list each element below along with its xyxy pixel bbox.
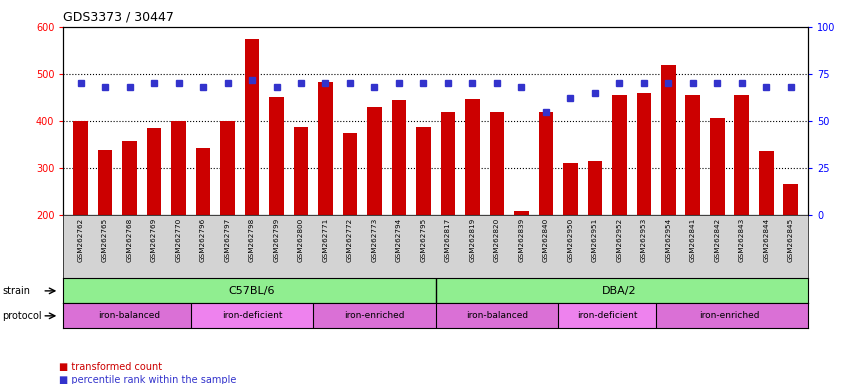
Text: GSM262951: GSM262951 xyxy=(592,218,598,262)
Bar xyxy=(269,98,284,215)
Text: GSM262800: GSM262800 xyxy=(298,218,304,262)
Text: GSM262799: GSM262799 xyxy=(273,218,279,262)
Bar xyxy=(367,107,382,215)
Text: DBA/2: DBA/2 xyxy=(602,286,637,296)
Text: GSM262772: GSM262772 xyxy=(347,218,353,262)
Bar xyxy=(661,65,676,215)
Text: GSM262954: GSM262954 xyxy=(665,218,672,262)
Text: GSM262773: GSM262773 xyxy=(371,218,377,262)
Bar xyxy=(195,148,211,215)
Bar xyxy=(436,303,558,328)
Bar xyxy=(74,121,88,215)
Text: C57BL/6: C57BL/6 xyxy=(228,286,275,296)
Bar xyxy=(685,95,700,215)
Text: GSM262820: GSM262820 xyxy=(494,218,500,262)
Bar xyxy=(244,39,260,215)
Bar xyxy=(220,121,235,215)
Text: iron-balanced: iron-balanced xyxy=(98,311,161,320)
Text: ■ percentile rank within the sample: ■ percentile rank within the sample xyxy=(59,375,237,384)
Bar xyxy=(734,95,750,215)
Bar xyxy=(313,303,436,328)
Bar xyxy=(318,83,332,215)
Text: GSM262950: GSM262950 xyxy=(568,218,574,262)
Bar xyxy=(558,303,656,328)
Text: GSM262770: GSM262770 xyxy=(176,218,182,262)
Bar xyxy=(294,127,308,215)
Text: iron-enriched: iron-enriched xyxy=(344,311,404,320)
Text: GSM262798: GSM262798 xyxy=(249,218,255,262)
Text: GSM262795: GSM262795 xyxy=(420,218,426,262)
Bar xyxy=(783,184,798,215)
Text: GSM262844: GSM262844 xyxy=(763,218,769,262)
Bar xyxy=(587,161,602,215)
Bar xyxy=(465,99,480,215)
Bar xyxy=(122,141,137,215)
Text: GSM262817: GSM262817 xyxy=(445,218,451,262)
Text: iron-deficient: iron-deficient xyxy=(222,311,283,320)
Text: ■ transformed count: ■ transformed count xyxy=(59,362,162,372)
Text: GSM262765: GSM262765 xyxy=(102,218,108,262)
Bar xyxy=(191,303,313,328)
Text: GSM262797: GSM262797 xyxy=(224,218,230,262)
Text: iron-deficient: iron-deficient xyxy=(577,311,637,320)
Text: protocol: protocol xyxy=(3,311,42,321)
Bar xyxy=(612,95,627,215)
Text: GSM262952: GSM262952 xyxy=(617,218,623,262)
Text: GSM262841: GSM262841 xyxy=(689,218,695,262)
Text: GDS3373 / 30447: GDS3373 / 30447 xyxy=(63,11,174,24)
Text: GSM262843: GSM262843 xyxy=(739,218,744,262)
Bar xyxy=(656,303,803,328)
Text: GSM262768: GSM262768 xyxy=(127,218,133,262)
Text: iron-balanced: iron-balanced xyxy=(466,311,528,320)
Bar xyxy=(563,163,578,215)
Bar xyxy=(392,100,406,215)
Text: GSM262771: GSM262771 xyxy=(322,218,328,262)
Text: GSM262769: GSM262769 xyxy=(151,218,157,262)
Bar xyxy=(343,133,357,215)
Text: GSM262953: GSM262953 xyxy=(641,218,647,262)
Bar xyxy=(146,128,162,215)
Text: GSM262796: GSM262796 xyxy=(200,218,206,262)
Bar xyxy=(710,118,725,215)
Text: GSM262840: GSM262840 xyxy=(543,218,549,262)
Bar xyxy=(416,127,431,215)
Text: GSM262839: GSM262839 xyxy=(519,218,525,262)
Bar xyxy=(171,121,186,215)
Bar xyxy=(69,303,191,328)
Bar xyxy=(759,151,773,215)
Text: GSM262842: GSM262842 xyxy=(714,218,720,262)
Bar xyxy=(539,112,553,215)
Text: GSM262819: GSM262819 xyxy=(470,218,475,262)
Text: GSM262845: GSM262845 xyxy=(788,218,794,262)
Bar xyxy=(490,112,504,215)
Bar xyxy=(636,93,651,215)
Text: iron-enriched: iron-enriched xyxy=(700,311,760,320)
Bar xyxy=(514,211,529,215)
Text: strain: strain xyxy=(3,286,30,296)
Text: GSM262762: GSM262762 xyxy=(78,218,84,262)
Bar xyxy=(98,150,113,215)
Bar xyxy=(441,112,455,215)
Text: GSM262794: GSM262794 xyxy=(396,218,402,262)
